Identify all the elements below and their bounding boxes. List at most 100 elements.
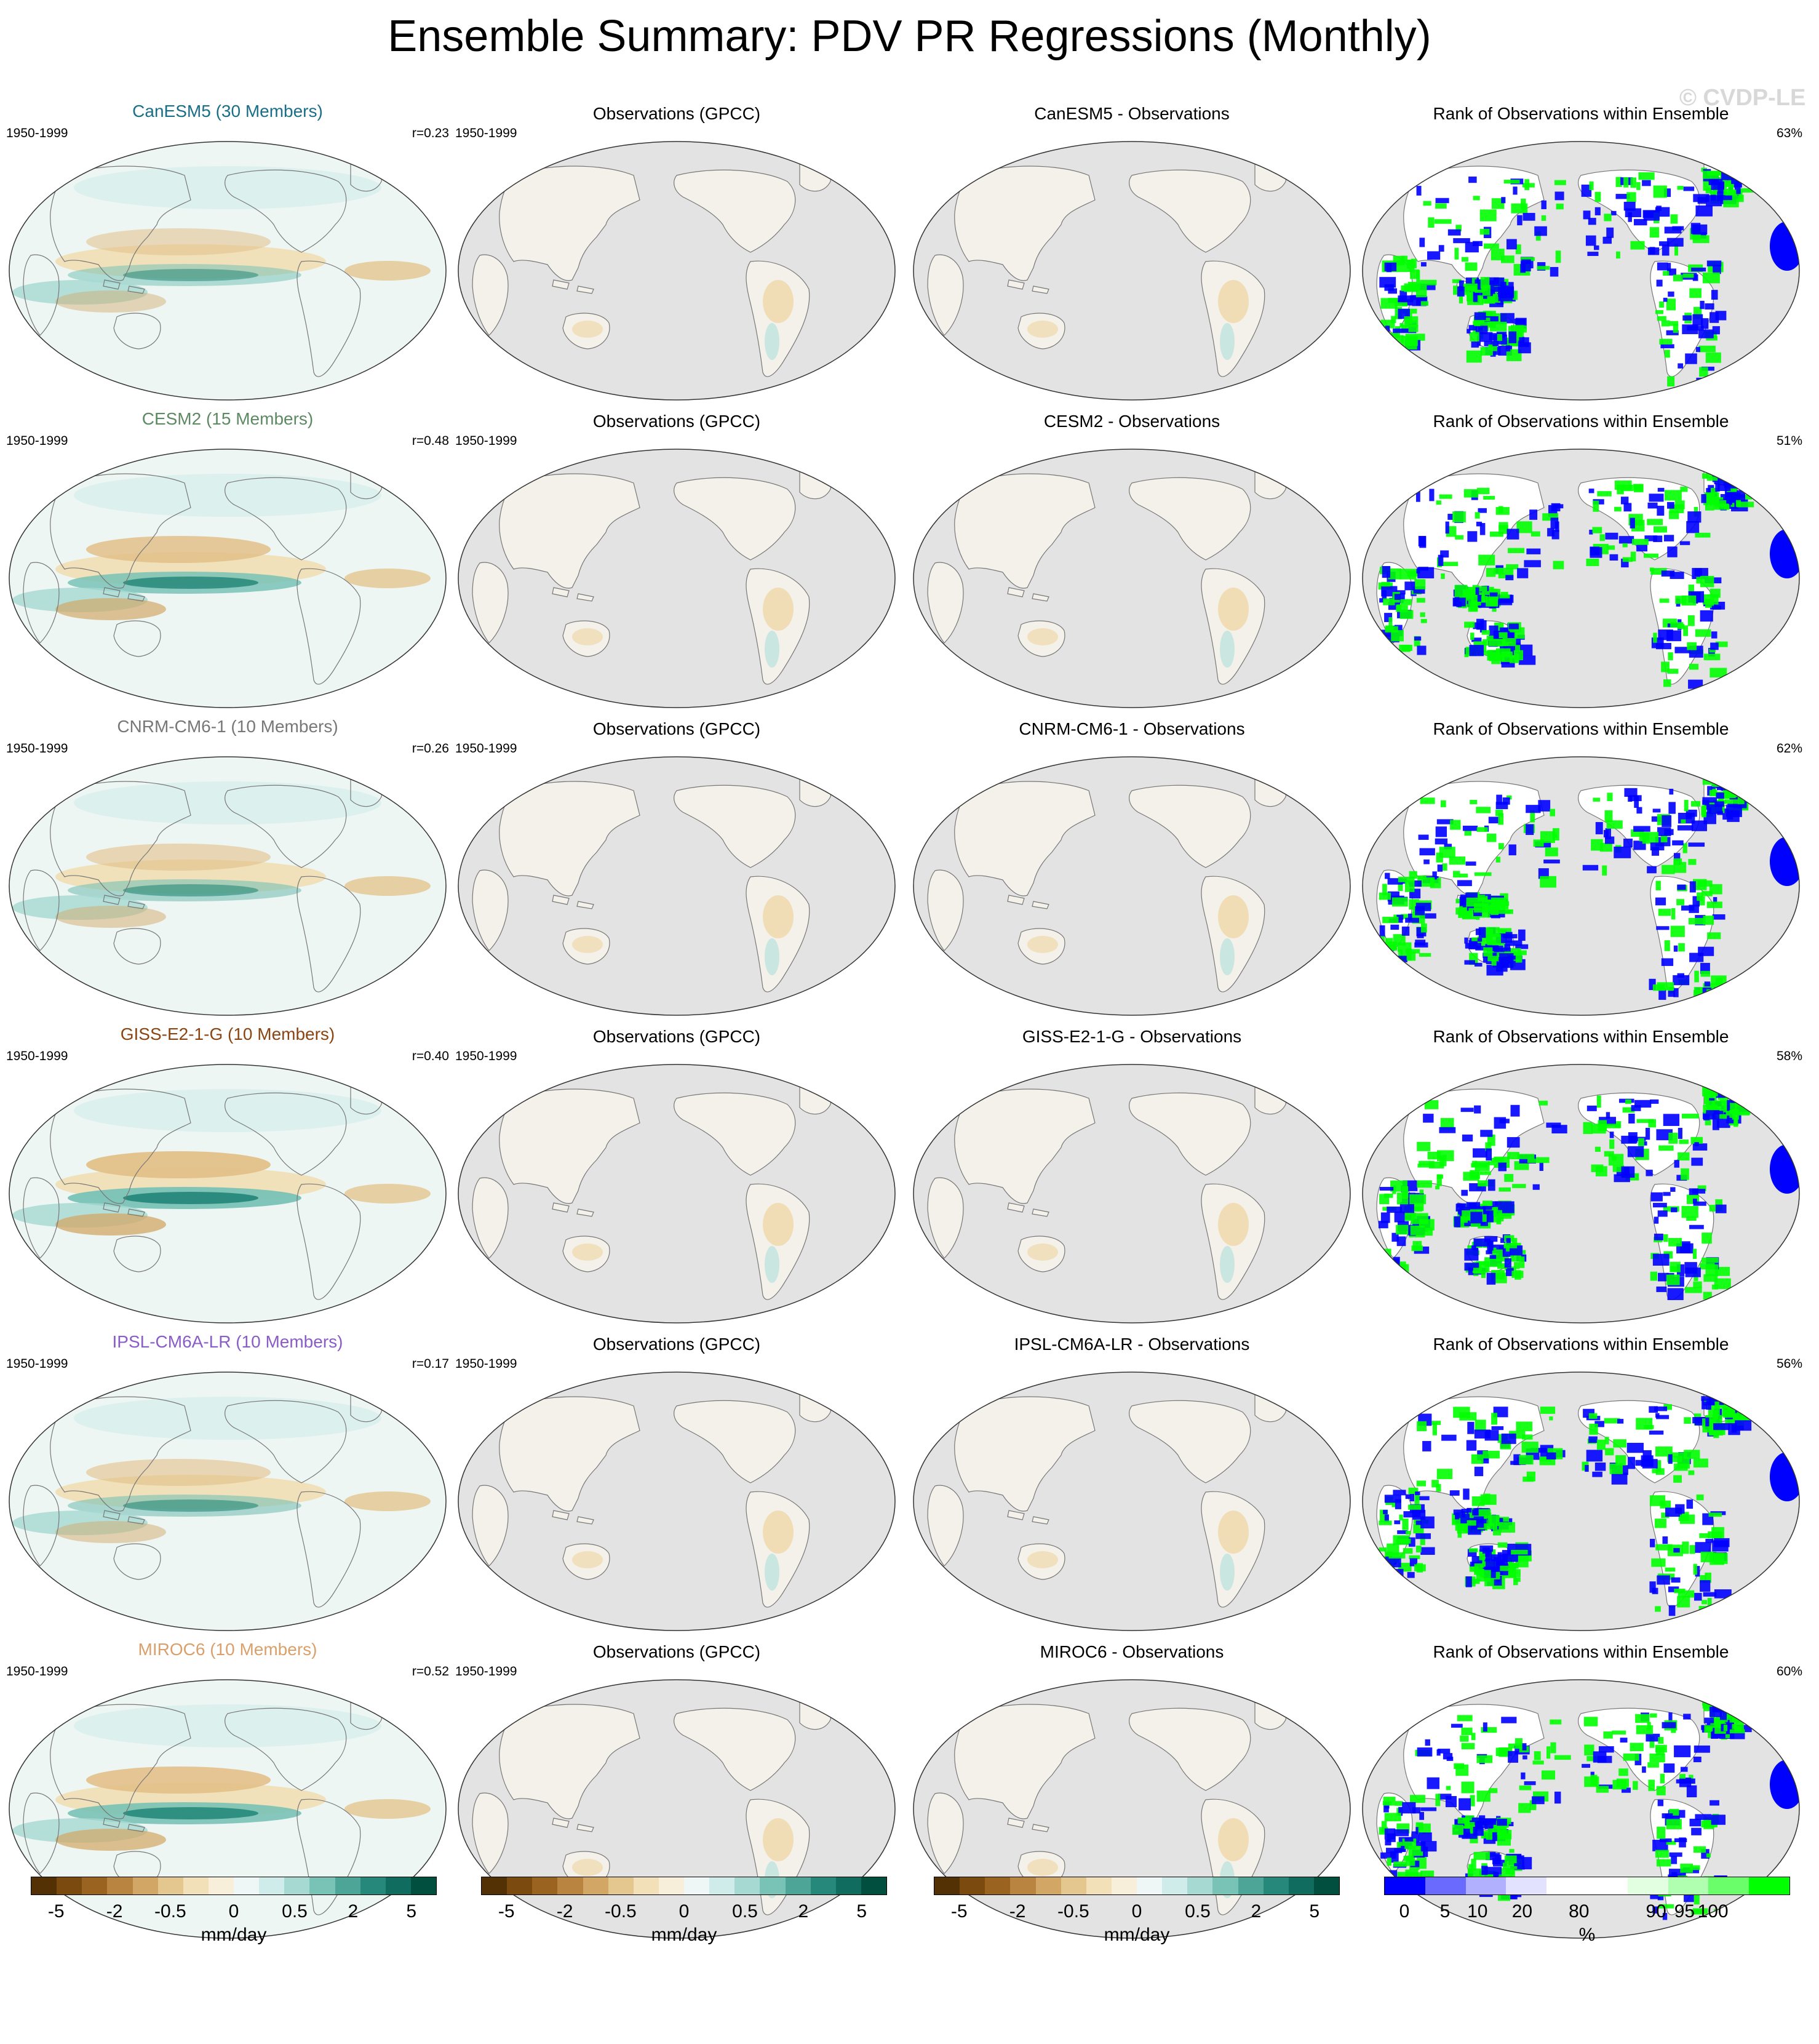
- obs-world-map: [458, 1064, 896, 1323]
- colorbar-swatch: [1162, 1877, 1188, 1894]
- pattern-correlation-label: r=0.48: [412, 434, 449, 448]
- period-label: 1950-1999: [6, 1049, 68, 1063]
- diff-world-map: [913, 1371, 1351, 1631]
- colorbar-tick-label: -5: [950, 1901, 968, 1922]
- precip-colorbar: -5 -2 -0.5 0 0.5 2 5 mm/day: [31, 1877, 437, 1950]
- panel-row: GISS-E2-1-G (10 Members) 1950-1999 r=0.40 O…: [0, 1024, 1819, 1332]
- panel-row: IPSL-CM6A-LR (10 Members) 1950-1999 r=0.17…: [0, 1332, 1819, 1640]
- model-panel-title: CESM2 (15 Members): [141, 409, 314, 428]
- watermark: © CVDP-LE: [1679, 85, 1806, 111]
- colorbar-swatch: [482, 1877, 507, 1894]
- rank-map-panel: Rank of Observations within Ensemble 58%: [1359, 1024, 1802, 1332]
- colorbar-tick-label: -2: [1009, 1901, 1026, 1922]
- rank-map-panel: Rank of Observations within Ensemble 63%: [1359, 102, 1802, 409]
- model-panel-title: MIROC6 (10 Members): [138, 1640, 317, 1659]
- diff-world-map: [913, 756, 1351, 1016]
- colorbar-tick-label: 2: [348, 1901, 359, 1922]
- diff-map-panel: IPSL-CM6A-LR - Observations: [910, 1332, 1353, 1640]
- colorbar-swatch: [1111, 1877, 1137, 1894]
- colorbar-swatch: [760, 1877, 786, 1894]
- colorbar-swatch: [934, 1877, 960, 1894]
- obs-panel-title: Observations (GPCC): [592, 1642, 761, 1661]
- colorbar-swatch: [1288, 1877, 1314, 1894]
- pattern-correlation-label: r=0.23: [412, 126, 449, 140]
- model-world-map: [9, 449, 447, 708]
- panel-row: CNRM-CM6-1 (10 Members) 1950-1999 r=0.26 Ob…: [0, 717, 1819, 1024]
- colorbar-swatch: [360, 1877, 386, 1894]
- precip-colorbar: -5 -2 -0.5 0 0.5 2 5 mm/day: [481, 1877, 887, 1950]
- pattern-correlation-label: r=0.17: [412, 1357, 449, 1371]
- model-map-panel: IPSL-CM6A-LR (10 Members) 1950-1999 r=0.17: [6, 1332, 449, 1640]
- colorbar-swatches: [481, 1877, 887, 1895]
- period-label: 1950-1999: [6, 1664, 68, 1679]
- obs-world-map: [458, 449, 896, 708]
- rank-panel-title: Rank of Observations within Ensemble: [1433, 1642, 1729, 1661]
- colorbar-swatch: [31, 1877, 57, 1894]
- colorbar-swatch: [57, 1877, 82, 1894]
- pattern-correlation-label: r=0.40: [412, 1049, 449, 1063]
- colorbar-tick-label: 80: [1569, 1901, 1590, 1922]
- colorbar-swatch: [1263, 1877, 1289, 1894]
- colorbar-swatch: [107, 1877, 133, 1894]
- colorbar-swatch: [157, 1877, 183, 1894]
- colorbar-tick-label: 5: [856, 1901, 867, 1922]
- model-world-map: [9, 1679, 447, 1939]
- colorbar-swatches: [31, 1877, 437, 1895]
- pattern-correlation-label: r=0.52: [412, 1664, 449, 1679]
- rank-panel-title: Rank of Observations within Ensemble: [1433, 719, 1729, 738]
- rank-percent-label: 60%: [1776, 1664, 1802, 1679]
- colorbar-tick-label: 5: [1439, 1901, 1451, 1922]
- colorbar-tick-label: 0.5: [282, 1901, 308, 1922]
- model-world-map: [9, 1371, 447, 1631]
- rank-percent-label: 51%: [1776, 434, 1802, 448]
- colorbar-tick-label: 20: [1511, 1901, 1533, 1922]
- rank-panel-title: Rank of Observations within Ensemble: [1433, 1027, 1729, 1046]
- obs-world-map: [458, 1371, 896, 1631]
- colorbar-swatch: [1425, 1877, 1466, 1894]
- rank-percent-label: 63%: [1776, 126, 1802, 140]
- rank-panel-title: Rank of Observations within Ensemble: [1433, 412, 1729, 431]
- colorbar-swatch: [385, 1877, 411, 1894]
- diff-panel-title: MIROC6 - Observations: [1040, 1642, 1224, 1661]
- rank-percent-label: 58%: [1776, 1049, 1802, 1063]
- colorbar-tick-label: 100: [1697, 1901, 1729, 1922]
- colorbar-swatch: [132, 1877, 158, 1894]
- rank-panel-title: Rank of Observations within Ensemble: [1433, 104, 1729, 123]
- diff-map-panel: MIROC6 - Observations: [910, 1640, 1353, 1947]
- diff-panel-title: CanESM5 - Observations: [1034, 104, 1230, 123]
- colorbar-swatch: [1546, 1877, 1587, 1894]
- precip-colorbar: -5 -2 -0.5 0 0.5 2 5 mm/day: [934, 1877, 1340, 1950]
- colorbar-unit-label: mm/day: [1104, 1925, 1170, 1945]
- colorbar-tick-label: 2: [1251, 1901, 1262, 1922]
- rank-world-map: [1362, 756, 1800, 1016]
- colorbar-tick-label: 2: [798, 1901, 809, 1922]
- diff-panel-title: IPSL-CM6A-LR - Observations: [1014, 1335, 1250, 1354]
- model-panel-title: CanESM5 (30 Members): [132, 102, 323, 121]
- colorbar-swatch: [785, 1877, 811, 1894]
- colorbar-swatch: [1137, 1877, 1163, 1894]
- colorbar-swatch: [1086, 1877, 1112, 1894]
- colorbar-swatches: [1384, 1877, 1790, 1895]
- diff-panel-title: CESM2 - Observations: [1043, 412, 1220, 431]
- obs-panel-title: Observations (GPCC): [592, 719, 761, 738]
- colorbar-swatch: [1061, 1877, 1086, 1894]
- colorbar-swatch: [658, 1877, 684, 1894]
- obs-map-panel: Observations (GPCC) 1950-1999: [455, 1640, 898, 1947]
- obs-world-map: [458, 756, 896, 1016]
- model-panel-title: GISS-E2-1-G (10 Members): [120, 1024, 335, 1044]
- colorbar-tick-label: 0: [1131, 1901, 1142, 1922]
- page-title: Ensemble Summary: PDV PR Regressions (Mo…: [388, 12, 1431, 61]
- colorbar-swatches: [934, 1877, 1340, 1895]
- diff-map-panel: CNRM-CM6-1 - Observations: [910, 717, 1353, 1024]
- colorbar-unit-label: mm/day: [201, 1925, 267, 1945]
- obs-world-map: [458, 1679, 896, 1939]
- diff-world-map: [913, 141, 1351, 401]
- colorbar-tick-label: 5: [406, 1901, 417, 1922]
- model-map-panel: CNRM-CM6-1 (10 Members) 1950-1999 r=0.26: [6, 717, 449, 1024]
- obs-map-panel: Observations (GPCC) 1950-1999: [455, 102, 898, 409]
- colorbar-swatch: [532, 1877, 558, 1894]
- colorbar-unit-label: mm/day: [651, 1925, 717, 1945]
- diff-map-panel: CESM2 - Observations: [910, 409, 1353, 717]
- colorbar-tick-label: 0: [228, 1901, 239, 1922]
- period-label: 1950-1999: [6, 434, 68, 448]
